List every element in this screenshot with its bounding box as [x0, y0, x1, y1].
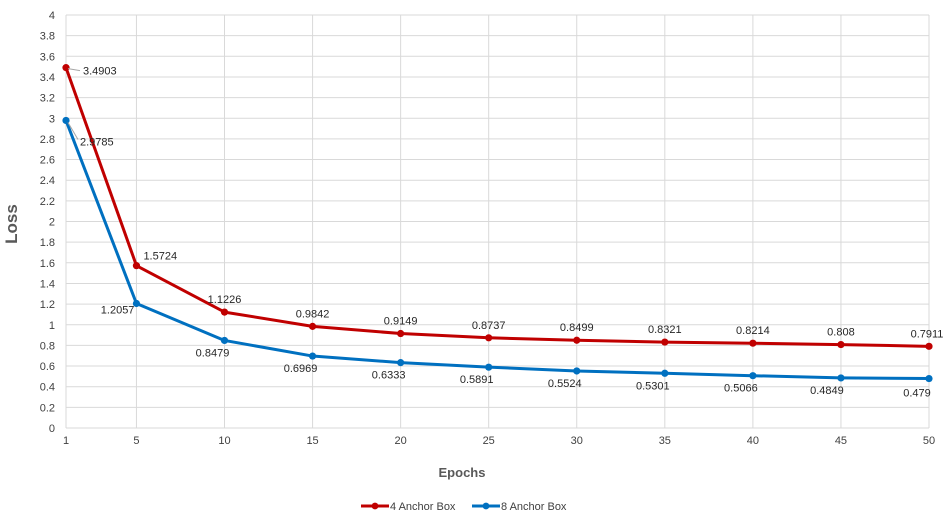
series-8-anchor-box-data-label: 0.5524: [548, 378, 582, 390]
series-8-anchor-box-data-label: 0.5066: [724, 383, 758, 395]
y-tick-label: 1.8: [40, 237, 55, 249]
series-4-anchor-box-point: [837, 340, 845, 349]
y-tick-label: 1.4: [40, 278, 55, 290]
y-tick-label: 2.4: [40, 175, 55, 187]
series-4-anchor-box-data-label: 0.8321: [648, 324, 682, 336]
leader-line: [67, 68, 81, 72]
y-tick-label: 1.2: [40, 299, 55, 311]
series-4-anchor-box-data-label: 1.5724: [143, 251, 177, 263]
x-tick-label: 35: [659, 435, 671, 447]
x-tick-label: 20: [395, 435, 407, 447]
x-tick-label: 5: [133, 435, 139, 447]
series-4-anchor-box-data-label: 0.9149: [384, 316, 418, 328]
series-4-anchor-box-data-label: 0.8737: [472, 320, 506, 332]
series-8-anchor-box-point: [397, 359, 405, 367]
series-8-anchor-box-point: [62, 116, 70, 125]
legend-4-anchor-box-marker: [371, 502, 379, 510]
y-tick-label: 3.4: [40, 72, 55, 84]
y-tick-label: 0.2: [40, 402, 55, 414]
y-tick-label: 4: [49, 10, 55, 22]
x-tick-label: 10: [218, 435, 230, 447]
series-4-anchor-box-point: [749, 339, 757, 347]
series-8-anchor-box-data-label: 0.6969: [284, 363, 318, 375]
y-axis-tick-labels: 0 0.2 0.4 0.6 0.8 1 1.2 1.4 1.6 1.8 2 2.2 2.4 2.6 2.8 3…: [40, 10, 55, 435]
y-tick-label: 2.8: [40, 134, 55, 146]
series-4-anchor-box-point: [397, 329, 405, 338]
series-4-anchor-box-point: [925, 342, 933, 350]
y-tick-label: 3.6: [40, 51, 55, 63]
series-4-anchor-box-point: [220, 308, 229, 316]
legend-4-anchor-box-label: 4 Anchor Box: [390, 501, 456, 513]
x-tick-label: 40: [747, 435, 759, 447]
series-4-anchor-box-point: [308, 322, 317, 330]
y-tick-label: 0: [49, 423, 55, 435]
x-axis-title: Epochs: [439, 465, 486, 480]
series-8-anchor-box-data-label: 0.5301: [636, 380, 670, 392]
leader-line: [67, 122, 79, 140]
series-8-anchor-box-data-label: 0.4849: [810, 385, 844, 397]
y-tick-label: 2.2: [40, 196, 55, 208]
series-8-anchor-box-point: [573, 367, 581, 375]
data-labels: 3.4903 1.5724 1.1226 0.9842 0.9149 0.8737 0.84…: [67, 66, 944, 400]
legend-8-anchor-box-marker: [482, 502, 490, 510]
series-4-anchor-box-data-label: 0.8214: [736, 325, 770, 337]
y-tick-label: 3.8: [40, 31, 55, 43]
series-8-anchor-box-data-label: 0.6333: [372, 370, 406, 382]
y-tick-label: 3.2: [40, 93, 55, 105]
series-4-anchor-box-data-label: 1.1226: [208, 294, 242, 306]
series-4-anchor-box-point: [485, 334, 493, 342]
y-tick-label: 1: [49, 320, 55, 332]
y-axis-title: Loss: [2, 204, 21, 244]
series-4-anchor-box-data-label: 0.7911: [911, 328, 944, 340]
series-8-anchor-box-data-label: 0.5891: [460, 374, 494, 386]
y-tick-label: 0.8: [40, 340, 55, 352]
series-4-anchor-box-point: [661, 338, 669, 346]
series-8-anchor-box-point: [308, 352, 317, 360]
series-8-anchor-box-point: [749, 372, 757, 380]
series-4-anchor-box-point: [62, 64, 70, 72]
series-4-anchor-box-data-label: 0.808: [827, 327, 855, 339]
y-tick-label: 2: [49, 217, 55, 229]
x-tick-label: 30: [571, 435, 583, 447]
series-4-anchor-box-data-label: 0.8499: [560, 322, 594, 334]
series-8-anchor-box-point: [661, 369, 669, 377]
series-4-anchor-box-data-label: 3.4903: [83, 66, 117, 78]
series-4-anchor-box-point: [573, 336, 581, 344]
x-tick-label: 45: [835, 435, 847, 447]
series-8-anchor-box-point: [485, 363, 493, 371]
series-4-anchor-box-data-label: 0.9842: [296, 308, 330, 320]
series-8-anchor-box-point: [837, 374, 845, 382]
series-8-anchor-box-data-label: 0.8479: [196, 347, 230, 359]
series-8-anchor-box-data-label: 0.479: [903, 388, 931, 400]
x-tick-label: 50: [923, 435, 935, 447]
x-tick-label: 15: [306, 435, 318, 447]
legend-8-anchor-box-label: 8 Anchor Box: [501, 501, 567, 513]
x-tick-label: 25: [483, 435, 495, 447]
y-tick-label: 3: [49, 113, 55, 125]
series-8-anchor-box-data-label: 1.2057: [101, 305, 135, 317]
y-tick-label: 0.6: [40, 361, 55, 373]
gridlines: [65, 14, 930, 429]
series-8-anchor-box-point: [925, 374, 933, 383]
series-8-anchor-box-point: [132, 299, 141, 308]
y-tick-label: 0.4: [40, 382, 55, 394]
y-tick-label: 1.6: [40, 258, 55, 270]
x-axis-tick-labels: 1 5 10 15 20 25 30 35 40 45 50: [63, 435, 935, 447]
series-4-anchor-box-point: [132, 262, 141, 270]
legend: 4 Anchor Box 8 Anchor Box: [361, 501, 567, 513]
series-8-anchor-box-point: [220, 336, 229, 345]
y-tick-label: 2.6: [40, 155, 55, 167]
x-tick-label: 1: [63, 435, 69, 447]
series-lines: [62, 64, 933, 383]
series-8-anchor-box-data-label: 2.9785: [80, 136, 114, 148]
